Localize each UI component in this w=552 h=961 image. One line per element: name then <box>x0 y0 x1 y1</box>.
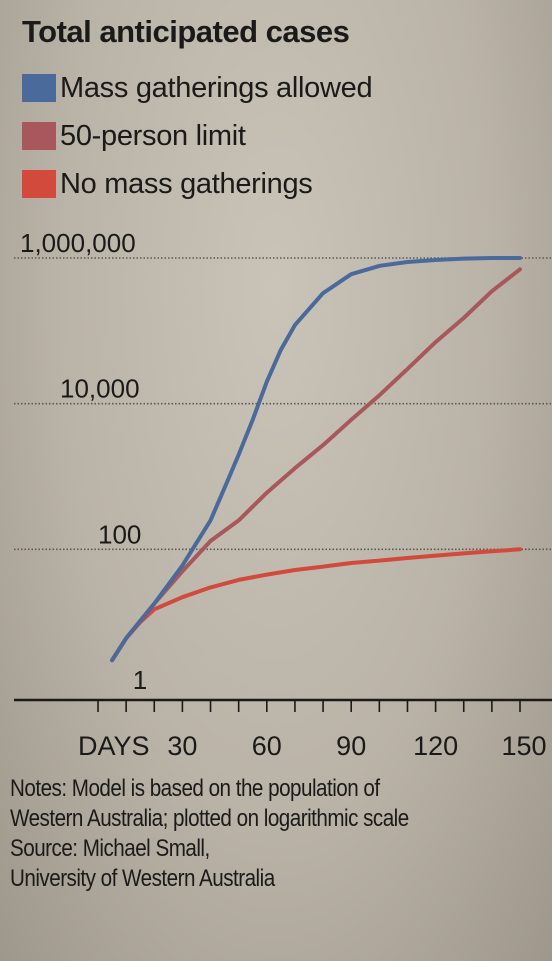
legend-item-no-mass: No mass gatherings <box>22 160 372 208</box>
legend-swatch-rose <box>22 122 56 150</box>
y-tick-label: 10,000 <box>60 374 140 404</box>
x-tick-label: 60 <box>252 731 282 761</box>
x-tick-label: 90 <box>336 731 366 761</box>
notes-line-4: University of Western Australia <box>10 865 275 892</box>
legend-label-50-person: 50-person limit <box>60 119 246 152</box>
legend-item-50-person: 50-person limit <box>22 112 372 160</box>
x-tick-label: 150 <box>501 731 546 761</box>
legend-swatch-blue <box>22 74 56 102</box>
chart-title: Total anticipated cases <box>22 14 350 49</box>
chart-legend: Mass gatherings allowed 50-person limit … <box>22 64 373 208</box>
notes-line-3: Source: Michael Small, <box>10 835 210 862</box>
y-tick-label: 1,000,000 <box>20 228 136 258</box>
notes-line-2: Western Australia; plotted on logarithmi… <box>10 805 409 832</box>
series-line-mass-gatherings <box>110 256 522 663</box>
y-tick-label: 100 <box>98 519 141 549</box>
legend-label-no-mass: No mass gatherings <box>60 167 313 200</box>
y-tick-label: 1 <box>133 665 147 695</box>
x-axis-label: DAYS <box>78 731 150 761</box>
line-chart: 1 100 10,000 1,000,000 DAYS 30 60 90 120 150 <box>14 228 552 761</box>
x-tick-label: 30 <box>167 731 197 761</box>
x-tick-label: 120 <box>413 731 458 761</box>
series-line-no-mass <box>110 547 522 663</box>
legend-item-mass-gatherings: Mass gatherings allowed <box>22 64 373 112</box>
notes-line-1: Notes: Model is based on the population … <box>10 775 380 802</box>
legend-swatch-red <box>22 170 56 198</box>
chart-notes: Notes: Model is based on the population … <box>10 774 409 894</box>
legend-label-mass-gatherings: Mass gatherings allowed <box>60 71 373 104</box>
